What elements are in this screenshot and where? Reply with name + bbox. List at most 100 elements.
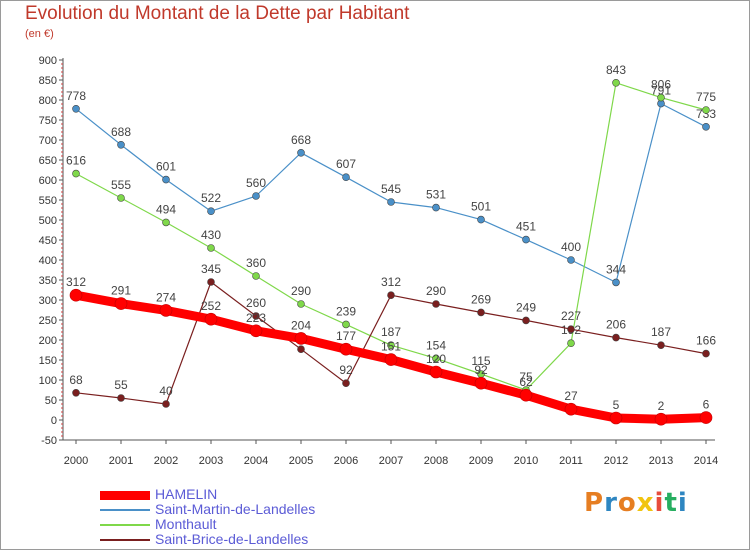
data-label-3: 260 xyxy=(246,296,266,310)
data-label-1: 531 xyxy=(426,188,446,202)
y-tick-label: 800 xyxy=(39,95,57,107)
x-tick-label: 2000 xyxy=(64,455,88,467)
y-tick-label: 650 xyxy=(39,155,57,167)
data-point-1 xyxy=(207,207,215,215)
x-tick-label: 2006 xyxy=(334,455,358,467)
legend-label-1: Saint-Martin-de-Landelles xyxy=(155,501,316,517)
data-label-3: 92 xyxy=(339,363,353,377)
data-point-0 xyxy=(384,353,398,366)
data-label-1: 344 xyxy=(606,262,626,276)
data-point-3 xyxy=(522,316,530,325)
data-label-1: 501 xyxy=(471,200,491,214)
data-point-3 xyxy=(252,312,260,320)
data-point-1 xyxy=(567,256,575,264)
data-point-2 xyxy=(117,194,125,202)
legend-label-2: Monthault xyxy=(155,516,217,532)
data-label-1: 668 xyxy=(291,133,311,147)
y-tick-label: 400 xyxy=(39,255,57,267)
data-point-1 xyxy=(432,203,440,212)
data-point-0 xyxy=(519,388,533,402)
y-tick-label: 550 xyxy=(39,195,57,207)
data-label-2: 494 xyxy=(156,202,176,216)
data-point-2 xyxy=(657,93,665,102)
y-tick-label: 900 xyxy=(39,55,57,67)
x-tick-label: 2014 xyxy=(694,455,718,467)
data-label-2: 115 xyxy=(471,354,490,368)
data-label-3: 206 xyxy=(606,318,626,332)
unit-label: (en €) xyxy=(25,28,54,40)
chart-title: Evolution du Montant de la Dette par Hab… xyxy=(25,3,410,24)
data-label-2: 239 xyxy=(336,304,356,318)
y-tick-label: 300 xyxy=(39,295,57,307)
data-point-1 xyxy=(387,198,395,206)
data-point-2 xyxy=(207,244,215,252)
data-label-1: 522 xyxy=(201,191,221,205)
data-label-0: 62 xyxy=(519,375,533,389)
data-point-3 xyxy=(432,300,440,308)
data-point-1 xyxy=(297,149,305,157)
x-tick-label: 2012 xyxy=(604,455,628,467)
data-label-2: 290 xyxy=(291,284,311,298)
data-point-2 xyxy=(612,79,620,87)
y-tick-label: 500 xyxy=(39,215,57,227)
data-point-1 xyxy=(342,173,350,181)
data-point-3 xyxy=(612,333,620,342)
data-label-1: 778 xyxy=(66,89,86,103)
data-label-3: 166 xyxy=(696,334,716,348)
x-tick-label: 2003 xyxy=(199,455,223,467)
x-tick-label: 2009 xyxy=(469,455,493,467)
logo-letter: i xyxy=(654,488,665,518)
y-tick-label: 750 xyxy=(39,115,57,127)
data-point-0 xyxy=(564,402,578,416)
data-label-0: 6 xyxy=(703,398,710,412)
data-label-1: 733 xyxy=(696,107,716,121)
x-tick-label: 2007 xyxy=(379,455,403,467)
y-tick-label: 100 xyxy=(39,375,57,387)
data-label-3: 227 xyxy=(561,309,581,323)
data-label-0: 177 xyxy=(336,329,356,343)
logo-letter: x xyxy=(636,488,655,518)
data-label-1: 560 xyxy=(246,176,266,190)
data-label-1: 607 xyxy=(336,157,356,171)
data-label-2: 843 xyxy=(606,63,626,77)
data-point-2 xyxy=(567,339,575,348)
data-point-2 xyxy=(432,354,440,363)
data-label-3: 187 xyxy=(651,325,671,339)
data-label-2: 75 xyxy=(519,370,533,384)
data-point-2 xyxy=(297,300,305,308)
x-tick-label: 2010 xyxy=(514,455,538,467)
data-label-2: 187 xyxy=(381,325,401,339)
x-tick-label: 2013 xyxy=(649,455,673,467)
data-label-0: 92 xyxy=(474,363,488,377)
y-tick-label: 450 xyxy=(39,235,57,247)
data-label-0: 291 xyxy=(111,284,131,298)
data-label-2: 555 xyxy=(111,178,131,192)
y-tick-label: 250 xyxy=(39,315,57,327)
data-point-2 xyxy=(342,320,350,329)
data-label-3: 40 xyxy=(159,384,173,398)
data-label-1: 545 xyxy=(381,182,401,196)
y-tick-label: 600 xyxy=(39,175,57,187)
x-tick-label: 2004 xyxy=(244,455,268,467)
data-point-3 xyxy=(657,341,665,350)
data-label-0: 27 xyxy=(564,389,578,403)
data-point-3 xyxy=(297,345,305,354)
data-point-3 xyxy=(207,278,215,286)
data-point-0 xyxy=(429,365,443,379)
data-point-0 xyxy=(699,411,713,424)
data-label-0: 151 xyxy=(381,340,401,354)
data-point-2 xyxy=(252,272,260,280)
data-point-0 xyxy=(474,376,488,390)
data-label-3: 249 xyxy=(516,300,536,314)
data-label-1: 791 xyxy=(651,84,671,98)
legend-swatch-0 xyxy=(100,491,150,500)
y-tick-label: 0 xyxy=(51,415,57,427)
data-label-2: 430 xyxy=(201,228,221,242)
y-tick-label: -50 xyxy=(41,435,57,447)
data-point-1 xyxy=(252,192,260,200)
data-label-0: 5 xyxy=(613,398,620,412)
data-label-0: 223 xyxy=(246,311,266,325)
data-point-0 xyxy=(249,324,263,338)
data-point-1 xyxy=(72,105,80,113)
